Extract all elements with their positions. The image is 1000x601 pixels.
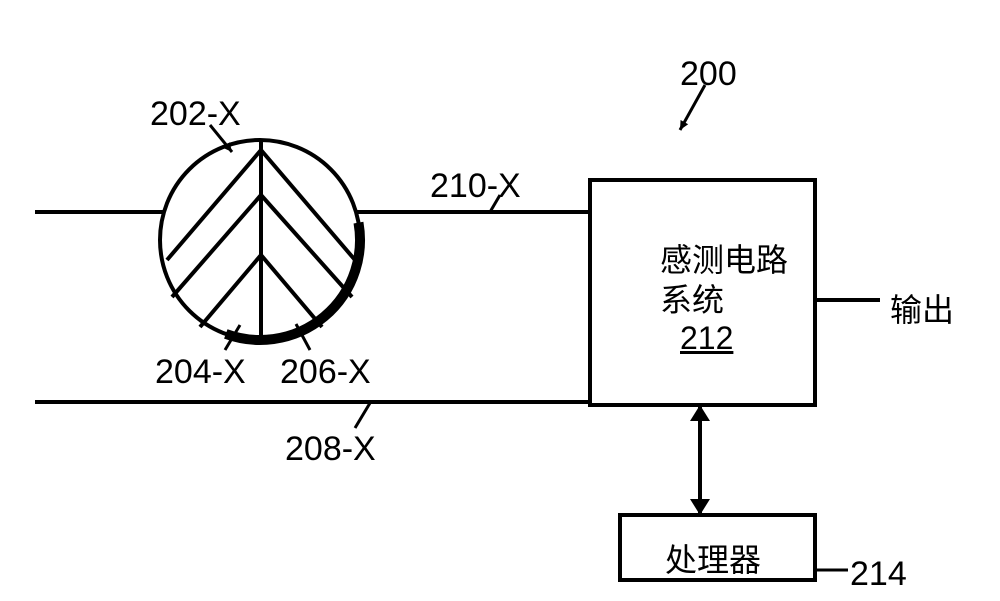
ref-214-label: 214: [850, 555, 907, 594]
ref-210x-label: 210-X: [430, 167, 521, 206]
bi-arrow-head-down: [690, 499, 710, 515]
processor-text: 处理器: [665, 535, 761, 581]
figure-number-label: 200: [680, 55, 737, 94]
ref-208x-tick-line: [355, 403, 370, 428]
ref-206x-label: 206-X: [280, 353, 371, 392]
bi-arrow-head-up: [690, 405, 710, 421]
output-label: 输出: [890, 285, 954, 331]
block-212-text-line2: 系统: [660, 275, 724, 321]
ref-208x-label: 208-X: [285, 430, 376, 469]
ref-202x-label: 202-X: [150, 95, 241, 134]
ref-204x-label: 204-X: [155, 353, 246, 392]
block-212-number: 212: [680, 320, 733, 357]
